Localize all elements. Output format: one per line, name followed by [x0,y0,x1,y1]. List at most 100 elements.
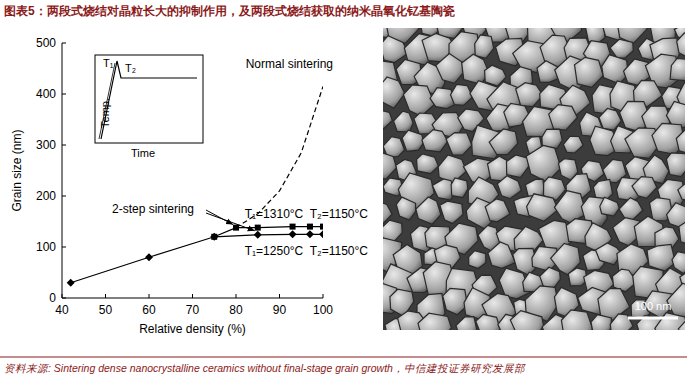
x-axis-label: Relative density (%) [139,322,246,336]
y-axis [62,43,63,298]
grain [394,111,414,132]
grain [475,35,494,58]
grain [383,109,392,129]
inset-label: T₂ [125,62,136,74]
y-tick [62,94,66,95]
x-tick-label: 100 [313,303,333,317]
y-tick-label: 200 [36,189,56,203]
grain [440,201,463,224]
grain [443,288,468,314]
grain [619,198,643,220]
grain [647,244,676,271]
scale-bar-label: 100 nm [635,300,672,312]
grain [436,54,464,84]
marker [210,233,218,241]
grain [676,130,685,155]
micrograph-bg [383,28,685,330]
x-tick [192,294,193,298]
grain [666,153,685,177]
marker [320,224,323,230]
inset-frame [95,55,203,143]
grain [489,129,518,155]
x-tick [236,294,237,298]
x-tick-label: 90 [273,303,287,317]
series-label: T₁=1310°C T₂=1150°C [245,207,369,221]
grain [403,85,434,116]
grain [670,59,685,81]
grain [383,77,405,108]
annotation-arrow [206,213,255,231]
x-tick-label: 60 [142,303,156,317]
grain [417,154,439,174]
marker [254,231,262,239]
marker [255,225,261,231]
y-axis-label: Grain size (nm) [10,129,24,211]
x-tick [62,294,63,298]
grain [600,197,620,216]
grain [446,133,472,156]
grain [510,311,543,330]
grain [591,315,612,330]
inset-profile [101,61,197,139]
x-tick [323,294,324,298]
grain [563,136,583,153]
grain [516,83,543,107]
grain [561,310,592,330]
marker [211,234,217,240]
scale-bar [628,317,678,320]
grain [416,197,441,224]
x-tick-label: 80 [229,303,243,317]
grain [402,130,424,151]
marker [67,279,75,287]
title: 图表5：两段式烧结对晶粒长大的抑制作用，及两段式烧结获取的纳米晶氧化钇基陶瓷 [4,4,455,18]
x-tick-label: 70 [186,303,200,317]
marker [306,230,314,238]
grain [488,242,515,268]
y-tick [62,43,66,44]
grain [526,146,561,183]
y-tick-label: 0 [49,291,56,305]
grain [422,130,448,152]
grain [383,152,397,179]
grain [632,177,657,199]
grain [497,176,521,199]
marker [319,230,323,238]
inset-x-label: Time [131,147,155,159]
marker [233,225,239,231]
grain [678,319,685,331]
series-line [71,234,323,282]
grain [451,178,468,198]
grain [549,105,578,131]
x-tick [105,294,106,298]
y-tick-label: 400 [36,87,56,101]
y-tick-label: 100 [36,240,56,254]
y-tick-label: 500 [36,36,56,50]
inset-y-label: Temp. [99,98,111,128]
annotation: 2-step sintering [112,202,194,216]
annotation-arrow [206,210,233,225]
grain [469,251,486,269]
grain [476,314,501,330]
source-rule [0,357,687,358]
grain [575,57,604,87]
grain [456,317,477,330]
y-tick [62,298,66,299]
y-tick [62,145,66,146]
grain [485,199,510,222]
series-line [214,227,323,237]
grain [678,183,685,202]
grain [527,194,559,222]
x-tick [149,294,150,298]
inset-label: T₁ [103,57,114,69]
x-tick-label: 40 [55,303,69,317]
inset-profile [99,63,115,139]
x-tick-label: 50 [99,303,113,317]
grain [610,314,633,330]
marker [290,224,296,230]
grain [540,267,561,288]
x-tick [279,294,280,298]
grain [396,197,415,220]
series-label: T₁=1250°C T₂=1150°C [245,244,369,258]
y-tick-label: 300 [36,138,56,152]
marker [145,253,153,261]
